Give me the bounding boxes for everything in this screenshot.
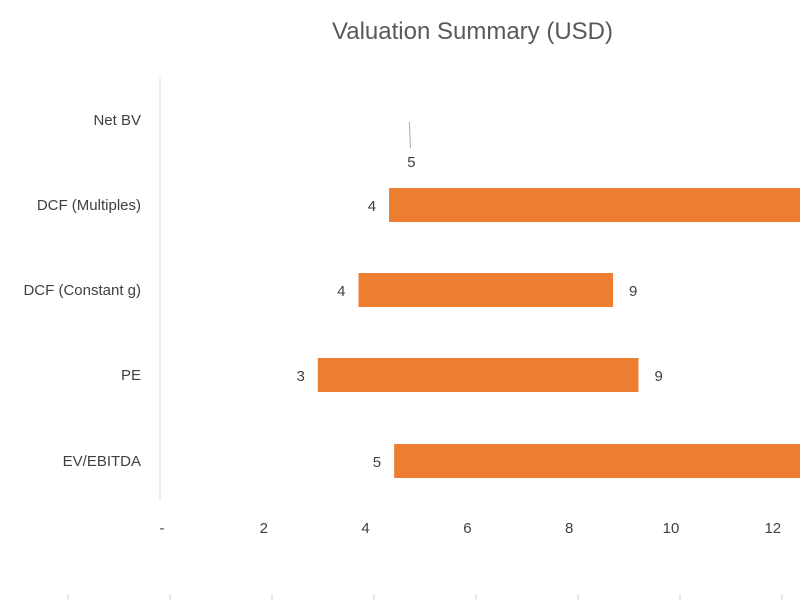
x-tick-label: 2 [260, 520, 268, 537]
x-tick-label: 12 [764, 520, 781, 537]
x-tick-label: - [160, 520, 165, 537]
data-label-low: 4 [337, 283, 345, 300]
data-label-high: 5 [407, 154, 415, 171]
data-label-low: 3 [296, 368, 304, 385]
category-label: DCF (Multiples) [37, 197, 141, 214]
category-label: Net BV [93, 112, 141, 129]
x-tick-label: 10 [663, 520, 680, 537]
bar [358, 273, 614, 307]
bar [394, 444, 800, 478]
bar [317, 358, 639, 392]
data-label-low: 4 [368, 198, 376, 215]
range-marker [408, 121, 411, 149]
x-tick-label: 4 [361, 520, 369, 537]
category-label: EV/EBITDA [63, 453, 141, 470]
category-label: PE [121, 367, 141, 384]
data-label-high: 9 [629, 283, 637, 300]
x-tick-label: 6 [463, 520, 471, 537]
x-tick-label: 8 [565, 520, 573, 537]
data-label-low: 5 [373, 454, 381, 471]
category-label: DCF (Constant g) [23, 282, 141, 299]
chart-title: Valuation Summary (USD) [332, 18, 613, 45]
bar [389, 188, 800, 222]
data-label-high: 9 [654, 368, 662, 385]
